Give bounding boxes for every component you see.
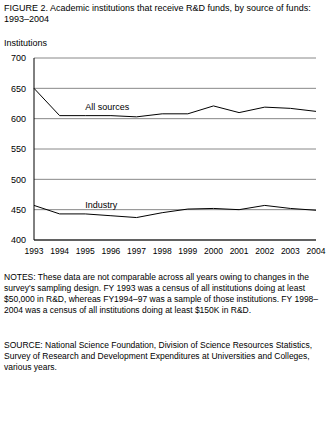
svg-text:2000: 2000	[204, 246, 223, 256]
svg-text:All sources: All sources	[85, 102, 130, 112]
svg-text:1994: 1994	[50, 246, 69, 256]
svg-text:700: 700	[11, 53, 26, 63]
html-text:NOTES: These data are not comp: NOTES: These data are not comparable acr…	[4, 272, 319, 315]
html-text:SOURCE: National Science Found: SOURCE: National Science Foundation, Div…	[4, 340, 312, 372]
svg-text:1996: 1996	[101, 246, 120, 256]
svg-text:550: 550	[11, 144, 26, 154]
svg-text:2004: 2004	[307, 246, 320, 256]
html-text:Institutions: Institutions	[4, 38, 47, 48]
svg-text:2002: 2002	[255, 246, 274, 256]
svg-text:2003: 2003	[281, 246, 300, 256]
svg-text:1995: 1995	[76, 246, 95, 256]
svg-text:Industry: Industry	[85, 200, 118, 210]
svg-text:1993: 1993	[25, 246, 44, 256]
svg-text:600: 600	[11, 114, 26, 124]
svg-text:1998: 1998	[153, 246, 172, 256]
svg-text:400: 400	[11, 235, 26, 245]
svg-text:450: 450	[11, 205, 26, 215]
svg-text:650: 650	[11, 84, 26, 94]
svg-text:1997: 1997	[127, 246, 146, 256]
svg-text:500: 500	[11, 175, 26, 185]
html-text:FIGURE 2. Academic institution: FIGURE 2. Academic institutions that rec…	[4, 3, 311, 24]
svg-text:1999: 1999	[178, 246, 197, 256]
svg-text:2001: 2001	[230, 246, 249, 256]
